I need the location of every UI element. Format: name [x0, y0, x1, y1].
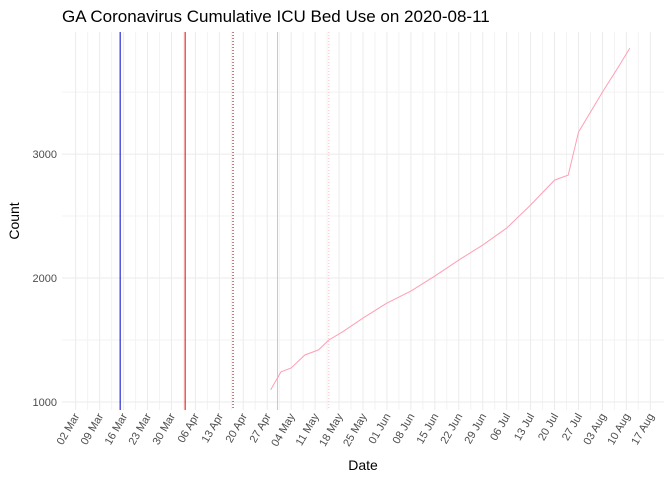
x-tick-label: 15 Jun	[415, 412, 442, 447]
x-tick-label: 13 Apr	[200, 411, 226, 445]
x-tick-label: 06 Jul	[488, 412, 513, 443]
chart-title: GA Coronavirus Cumulative ICU Bed Use on…	[62, 7, 490, 26]
y-tick-label: 2000	[33, 273, 57, 285]
x-tick-label: 13 Jul	[512, 412, 537, 443]
x-tick-label: 30 Mar	[151, 411, 179, 447]
x-axis-label: Date	[348, 457, 378, 473]
x-tick-label: 01 Jun	[367, 412, 394, 447]
data-line	[270, 47, 631, 391]
x-tick-label: 20 Jul	[536, 412, 561, 443]
x-tick-label: 08 Jun	[391, 412, 418, 447]
y-tick-label: 3000	[33, 149, 57, 161]
y-tick-label: 1000	[33, 397, 57, 409]
x-tick-label: 17 Aug	[629, 412, 657, 448]
y-axis-label: Count	[6, 202, 22, 239]
x-tick-label: 25 May	[341, 411, 370, 449]
x-tick-label: 27 Jul	[560, 412, 585, 443]
x-tick-label: 22 Jun	[438, 412, 465, 447]
x-tick-label: 29 Jun	[462, 412, 489, 447]
x-tick-label: 20 Apr	[224, 411, 250, 445]
x-tick-label: 06 Apr	[176, 411, 202, 445]
